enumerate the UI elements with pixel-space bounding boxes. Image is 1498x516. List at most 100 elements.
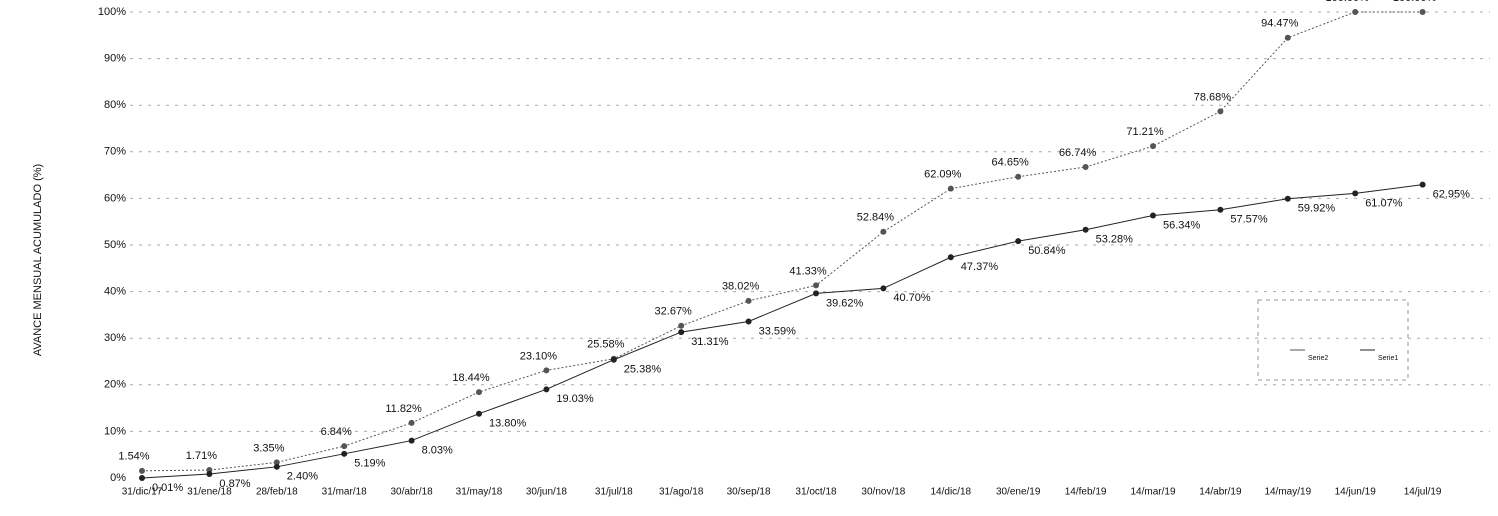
data-label: 18.44% — [452, 372, 490, 384]
marker — [745, 318, 752, 325]
data-label: 62.95% — [1433, 189, 1471, 201]
data-label: 1.54% — [118, 451, 149, 463]
data-label: 94.47% — [1261, 18, 1299, 30]
data-label: 100.00% — [1325, 0, 1369, 4]
data-label: 31.31% — [691, 336, 729, 348]
marker — [139, 474, 145, 481]
legend-label: Serie1 — [1378, 355, 1398, 362]
marker — [1217, 206, 1224, 213]
data-label: 0.87% — [219, 478, 250, 490]
series-line — [141, 11, 1423, 472]
marker — [1419, 181, 1426, 188]
marker — [1082, 163, 1089, 170]
data-label: 39.62% — [826, 297, 864, 309]
y-tick-label: 60% — [104, 192, 126, 204]
y-tick-label: 80% — [104, 99, 126, 111]
data-label: 32.67% — [655, 306, 693, 318]
data-label: 59.92% — [1298, 203, 1336, 215]
x-tick-label: 31/jul/18 — [595, 487, 633, 498]
marker — [1150, 143, 1156, 150]
marker — [543, 386, 550, 393]
marker — [880, 285, 887, 292]
y-tick-label: 40% — [104, 286, 126, 298]
marker — [813, 290, 819, 297]
marker — [1015, 238, 1022, 245]
x-tick-label: 14/abr/19 — [1199, 487, 1242, 498]
series-line — [141, 184, 1423, 479]
y-tick-label: 90% — [104, 53, 126, 65]
x-tick-label: 30/sep/18 — [727, 487, 771, 498]
x-tick-label: 31/may/18 — [456, 487, 503, 498]
data-label: 52.84% — [857, 212, 895, 224]
y-tick-label: 10% — [104, 425, 126, 437]
marker — [947, 254, 954, 261]
marker — [543, 367, 550, 374]
data-label: 33.59% — [759, 325, 797, 337]
data-label: 25.58% — [587, 339, 625, 351]
marker — [408, 437, 415, 444]
x-tick-label: 31/ago/18 — [659, 487, 704, 498]
x-tick-label: 30/nov/18 — [861, 487, 905, 498]
marker — [1284, 34, 1291, 41]
x-tick-label: 14/jun/19 — [1335, 487, 1377, 498]
marker — [1082, 226, 1089, 233]
marker — [408, 419, 415, 426]
marker — [476, 410, 482, 417]
legend-label: Serie2 — [1308, 355, 1328, 362]
marker — [341, 450, 348, 457]
data-label: 3.35% — [253, 442, 284, 454]
x-tick-label: 28/feb/18 — [256, 487, 298, 498]
x-tick-label: 14/may/19 — [1264, 487, 1311, 498]
marker — [1015, 173, 1022, 180]
data-label: 62.09% — [924, 169, 962, 181]
data-label: 57.57% — [1230, 214, 1268, 226]
marker — [1284, 195, 1291, 202]
y-tick-label: 100% — [98, 6, 126, 18]
y-tick-label: 30% — [104, 332, 126, 344]
data-label: 100.00% — [1393, 0, 1437, 4]
x-tick-label: 30/jun/18 — [526, 487, 568, 498]
x-tick-label: 30/ene/19 — [996, 487, 1041, 498]
marker — [745, 297, 752, 304]
legend-box — [1257, 299, 1409, 381]
data-label: 19.03% — [556, 393, 594, 405]
marker — [1217, 108, 1224, 115]
data-label: 53.28% — [1096, 234, 1134, 246]
data-label: 71.21% — [1126, 126, 1164, 138]
data-label: 66.74% — [1059, 147, 1097, 159]
data-label: 8.03% — [422, 444, 453, 456]
data-label: 64.65% — [992, 157, 1030, 169]
marker — [610, 356, 617, 363]
x-tick-label: 14/dic/18 — [931, 487, 972, 498]
data-label: 61.07% — [1365, 197, 1403, 209]
marker — [678, 322, 685, 329]
data-label: 78.68% — [1194, 91, 1232, 103]
data-label: 11.82% — [385, 403, 422, 415]
data-label: 56.34% — [1163, 219, 1201, 231]
marker — [206, 470, 213, 477]
marker — [1352, 190, 1359, 197]
marker — [273, 459, 280, 466]
data-label: 38.02% — [722, 281, 760, 293]
data-label: 23.10% — [520, 350, 558, 362]
data-label: 25.38% — [624, 364, 662, 376]
data-label: 40.70% — [893, 292, 931, 304]
x-tick-label: 14/jul/19 — [1404, 487, 1442, 498]
marker — [678, 329, 685, 336]
marker — [1150, 212, 1156, 219]
marker — [880, 228, 887, 235]
x-tick-label: 14/mar/19 — [1130, 487, 1175, 498]
marker — [947, 185, 954, 192]
marker — [1352, 9, 1359, 15]
x-tick-label: 31/dic/17 — [122, 487, 163, 498]
data-label: 47.37% — [961, 261, 999, 273]
x-tick-label: 31/oct/18 — [795, 487, 837, 498]
y-tick-label: 70% — [104, 146, 126, 158]
marker — [476, 389, 482, 396]
data-label: 13.80% — [489, 418, 527, 430]
data-label: 6.84% — [321, 426, 352, 438]
marker — [341, 443, 348, 450]
data-label: 2.40% — [287, 471, 318, 483]
x-tick-label: 31/mar/18 — [322, 487, 367, 498]
